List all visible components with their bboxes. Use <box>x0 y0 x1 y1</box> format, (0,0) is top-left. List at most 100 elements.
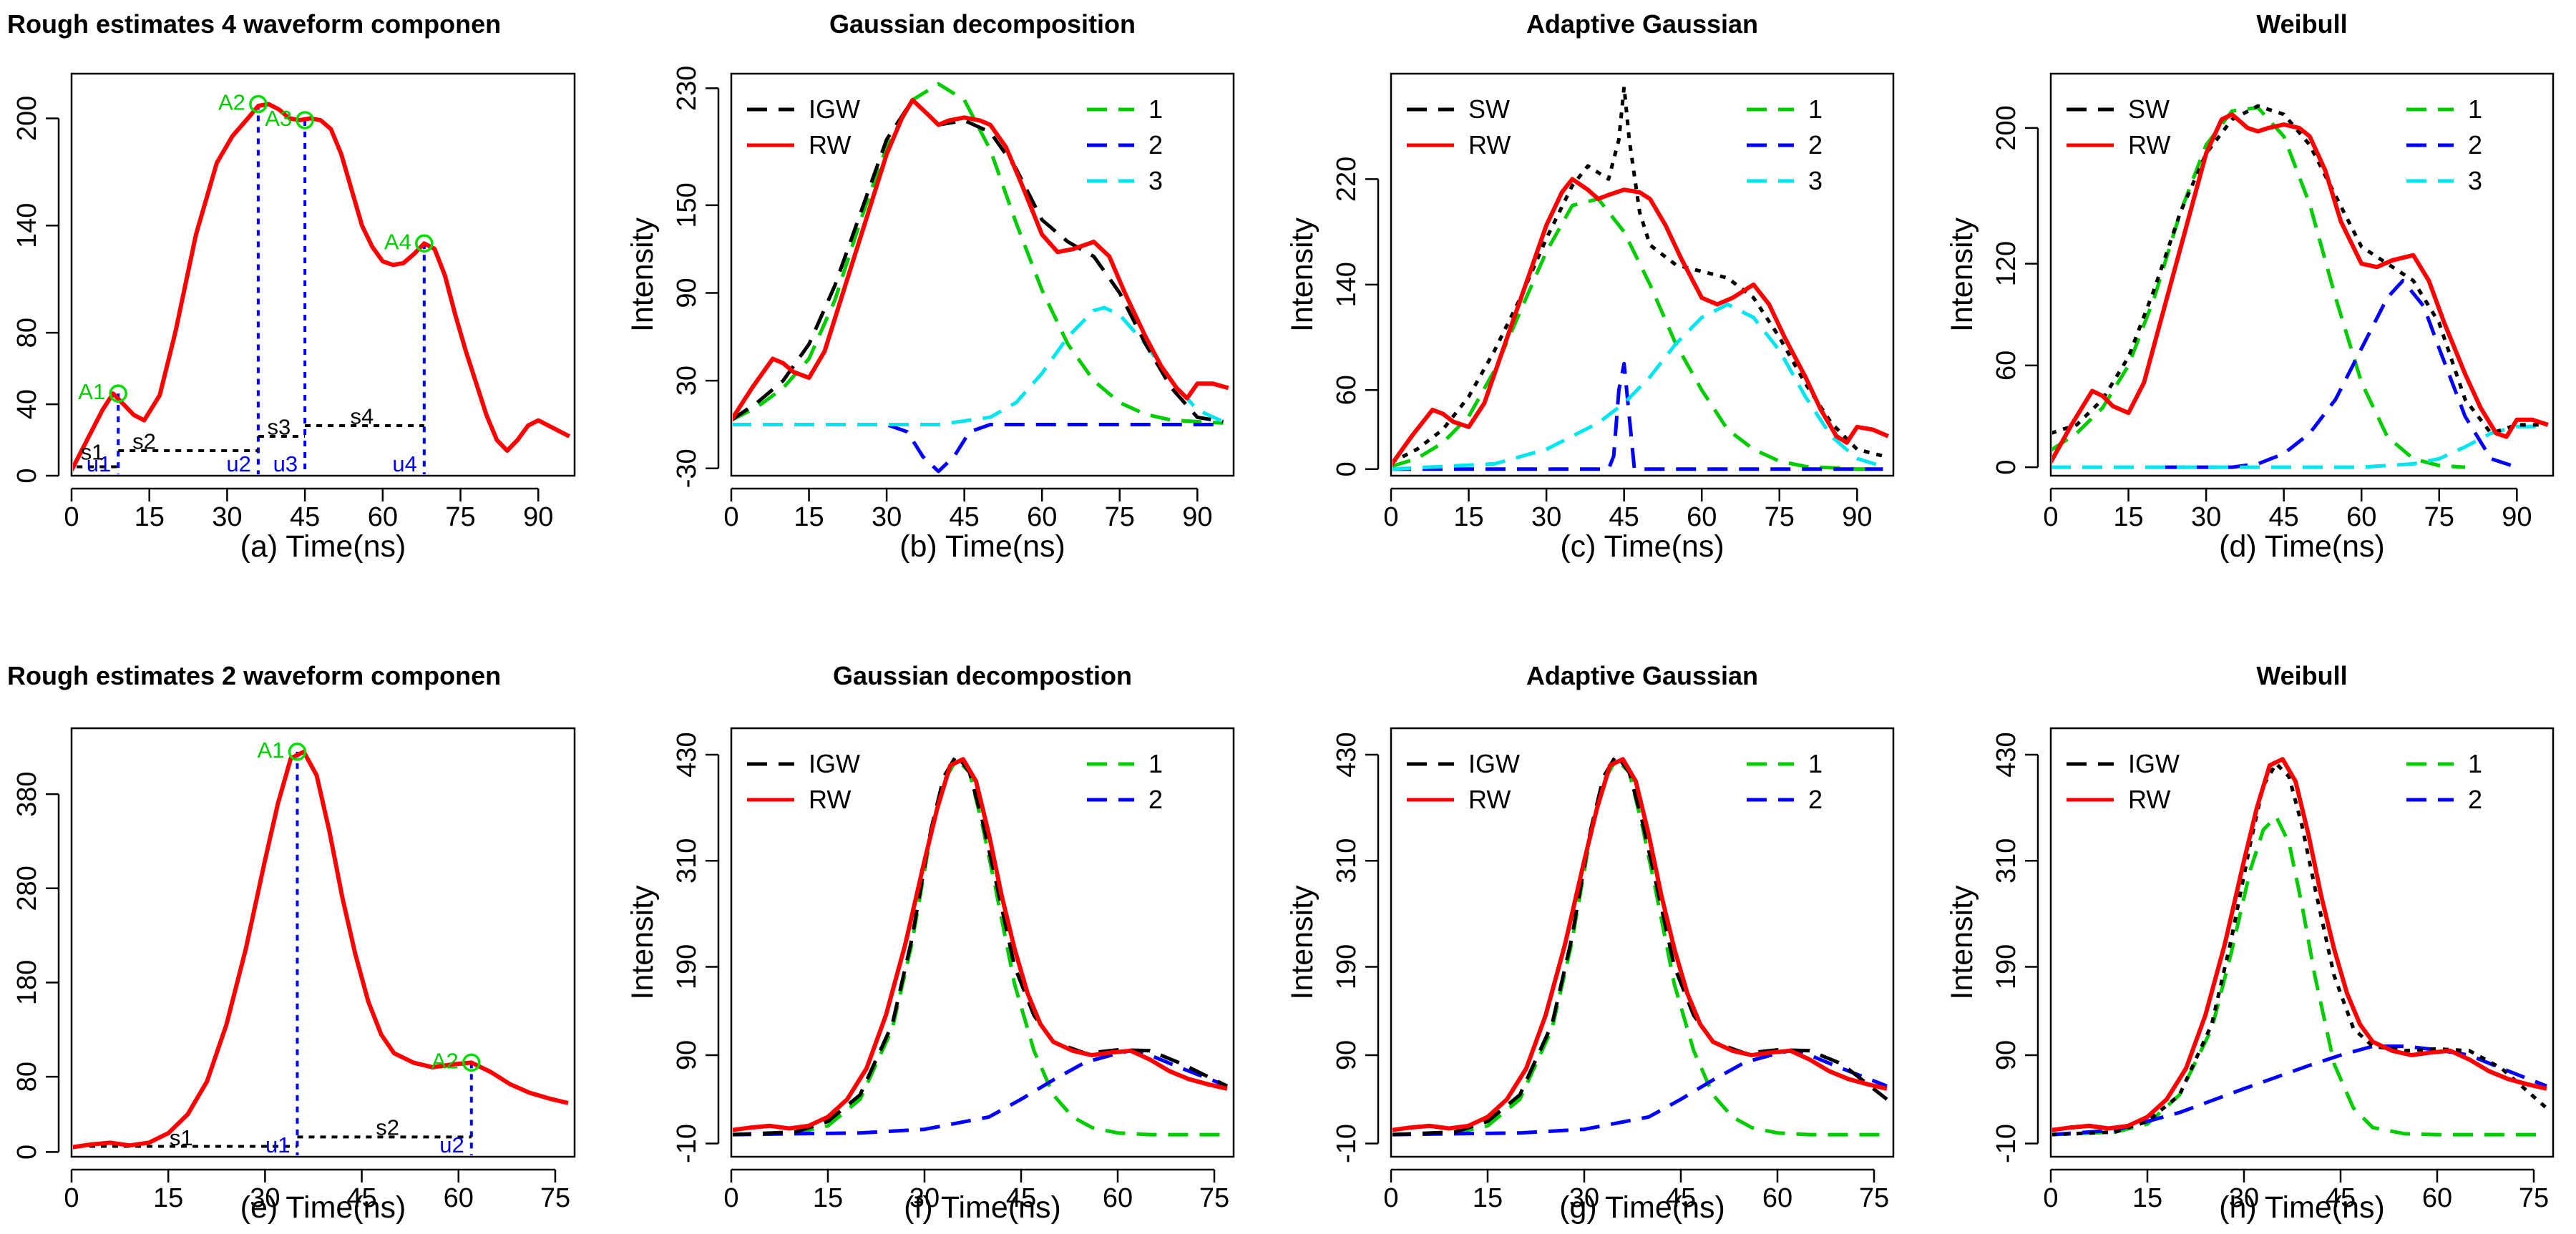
x-tick-label: 75 <box>540 1183 570 1213</box>
plot-frame <box>730 72 1235 477</box>
x-axis-label: (f) Time(ns) <box>904 1190 1061 1225</box>
x-tick-label: 0 <box>2043 1183 2058 1213</box>
y-tick-label: 0 <box>1332 461 1362 476</box>
series-line-2 <box>733 423 1224 474</box>
x-tick-label: 15 <box>813 1183 843 1213</box>
legend-label: 3 <box>1808 166 1823 195</box>
plot-frame <box>70 72 576 477</box>
peak-marker <box>415 234 434 253</box>
peak-label: A1 <box>258 738 285 763</box>
y-tick-label: 430 <box>1332 732 1362 777</box>
y-tick-label: 190 <box>672 944 702 989</box>
x-tick-label: 30 <box>250 1183 280 1213</box>
x-tick-label: 0 <box>64 502 79 532</box>
legend-label: 2 <box>1808 130 1823 160</box>
x-tick-label: 30 <box>1569 1183 1599 1213</box>
series-line-rw <box>73 102 571 471</box>
plot-area <box>1392 84 1889 471</box>
x-tick-label: 0 <box>723 502 738 532</box>
peak-label: A1 <box>78 379 105 404</box>
width-label: s1 <box>170 1125 193 1150</box>
legend-label: IGW <box>1468 749 1520 778</box>
series-line-2 <box>1392 361 1883 471</box>
x-tick-label: 15 <box>1473 1183 1503 1213</box>
center-label: u4 <box>392 451 416 476</box>
plot-area <box>1392 753 1888 1137</box>
x-tick-label: 30 <box>872 502 902 532</box>
legend-label: 2 <box>1808 785 1823 814</box>
series-line-1 <box>733 82 1224 425</box>
y-axis-label: Intensity <box>625 885 660 1000</box>
x-tick-label: 75 <box>1199 1183 1229 1213</box>
y-tick-label: 120 <box>1991 241 2021 286</box>
x-tick-label: 0 <box>723 1183 738 1213</box>
series-line-3 <box>733 305 1224 426</box>
y-tick-label: 90 <box>672 1040 702 1070</box>
width-label: s2 <box>376 1115 399 1140</box>
x-tick-label: 45 <box>1666 1183 1696 1213</box>
panel-title: Gaussian decompostion <box>833 661 1132 690</box>
width-label: s3 <box>268 415 291 440</box>
panel-e: Rough estimates 2 waveform componen 0 15 30… <box>7 661 576 1225</box>
x-tick-label: 60 <box>368 502 398 532</box>
y-tick-label: -10 <box>1332 1124 1362 1163</box>
y-axis-label: Intensity <box>1945 217 1979 332</box>
panel-g: Adaptive Gaussian 0 15 30 45 60 75 -10 90 190 310 4… <box>1285 661 1895 1225</box>
panel-title: Rough estimates 4 waveform componen <box>7 9 501 39</box>
x-tick-label: 0 <box>1383 1183 1398 1213</box>
x-tick-label: 90 <box>1182 502 1212 532</box>
peak-label: A2 <box>218 89 245 114</box>
plot-frame <box>2049 72 2555 477</box>
x-tick-label: 30 <box>212 502 242 532</box>
x-tick-label: 60 <box>2346 502 2376 532</box>
series-line-rw <box>1392 177 1889 467</box>
x-tick-label: 15 <box>794 502 824 532</box>
x-axis-label: (b) Time(ns) <box>899 529 1065 564</box>
y-tick-label: 140 <box>1332 262 1362 307</box>
legend-label: 1 <box>1808 749 1823 778</box>
y-tick-label: 220 <box>1332 157 1362 202</box>
series-line-3 <box>1392 303 1884 471</box>
plot-frame <box>70 727 576 1158</box>
x-tick-label: 0 <box>64 1183 79 1213</box>
x-tick-label: 90 <box>523 502 553 532</box>
legend-label: 2 <box>1148 130 1163 160</box>
series-line-2 <box>733 1049 1228 1137</box>
legend-label: 1 <box>1148 749 1163 778</box>
plot-frame <box>2049 727 2555 1158</box>
x-tick-label: 75 <box>1765 502 1795 532</box>
x-tick-label: 45 <box>346 1183 376 1213</box>
width-label: s1 <box>81 440 104 465</box>
x-tick-label: 15 <box>2113 502 2143 532</box>
x-tick-label: 60 <box>444 1183 474 1213</box>
center-label: u1 <box>265 1132 290 1157</box>
series-line-2 <box>1392 1049 1888 1137</box>
plot-frame <box>1390 727 1895 1158</box>
x-axis-label: (c) Time(ns) <box>1560 529 1724 564</box>
peak-label: A4 <box>384 229 411 254</box>
panel-f: Gaussian decompostion 0 15 30 45 60 75 -10 90 190… <box>625 661 1235 1225</box>
series-line-igw <box>733 98 1224 423</box>
panel-title: Rough estimates 2 waveform componen <box>7 661 501 690</box>
x-tick-label: 75 <box>1859 1183 1889 1213</box>
x-tick-label: 75 <box>445 502 475 532</box>
y-tick-label: 180 <box>12 960 42 1005</box>
y-tick-label: 280 <box>12 866 42 911</box>
series-line-1 <box>1392 197 1883 471</box>
y-tick-label: 310 <box>1332 838 1362 883</box>
y-tick-label: 200 <box>1991 105 2021 150</box>
series-line-rw <box>733 97 1229 421</box>
panel-h: Weibull 0 15 30 45 60 75 -10 90 190 310 430 (h) Time… <box>1945 661 2555 1225</box>
legend-label: RW <box>809 130 851 160</box>
series-line-sw <box>2052 104 2543 436</box>
panel-title: Weibull <box>2256 9 2347 39</box>
panel-b: Gaussian decomposition 0 15 30 45 60 75 90 -30 30… <box>625 9 1235 564</box>
y-tick-label: 80 <box>12 318 42 348</box>
series-line-1 <box>2052 815 2547 1137</box>
x-tick-label: 75 <box>1105 502 1135 532</box>
y-tick-label: 200 <box>12 96 42 141</box>
x-tick-label: 90 <box>2502 502 2532 532</box>
series-line-2 <box>2052 1044 2547 1137</box>
